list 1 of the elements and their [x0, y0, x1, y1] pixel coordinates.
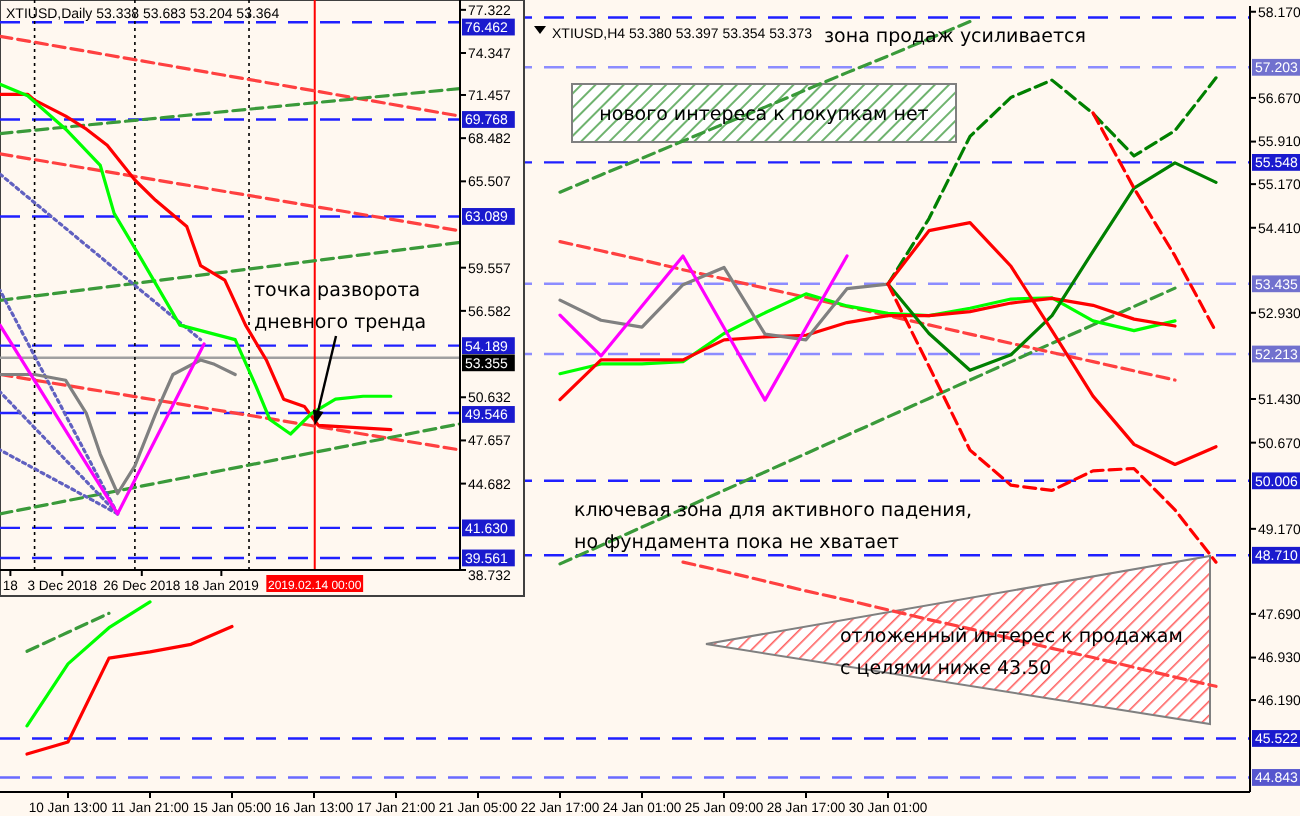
annotation: ключевая зона для активного падения, но фундамента пока не хватает	[574, 500, 972, 554]
